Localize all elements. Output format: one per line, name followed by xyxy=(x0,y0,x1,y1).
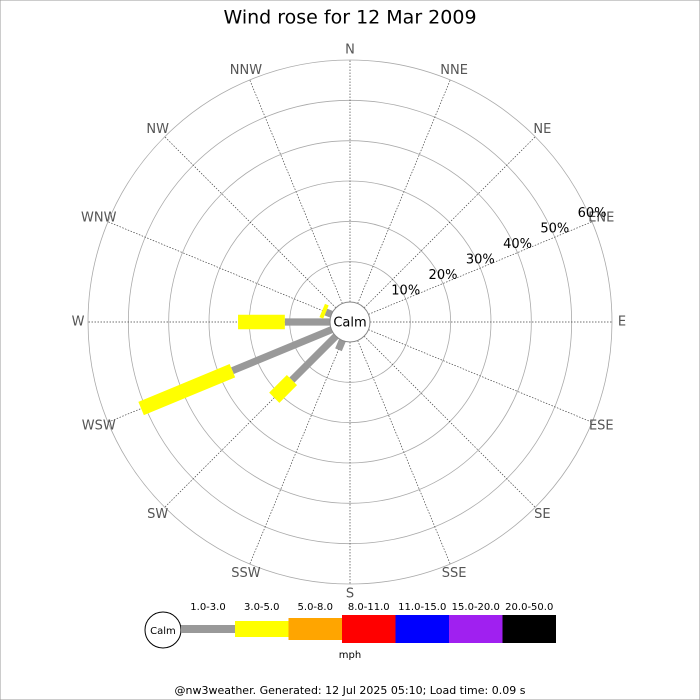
calm-circle xyxy=(329,301,371,343)
direction-label: ENE xyxy=(588,210,614,225)
spoke xyxy=(357,79,451,304)
legend-label: 1.0-3.0 xyxy=(190,602,225,613)
legend-label: 3.0-5.0 xyxy=(244,602,279,613)
legend-swatch xyxy=(342,615,396,643)
legend-label: 5.0-8.0 xyxy=(298,602,333,613)
spoke xyxy=(249,79,343,304)
legend-swatch xyxy=(395,615,449,643)
legend-label: 8.0-11.0 xyxy=(348,602,390,613)
bar-segment xyxy=(335,339,346,352)
r-tick-label: 60% xyxy=(578,206,607,221)
direction-label: SSE xyxy=(442,566,467,581)
bar-segment xyxy=(319,303,329,319)
bar-segment xyxy=(138,364,236,416)
direction-label: NE xyxy=(533,122,551,137)
direction-label: S xyxy=(346,587,354,602)
spoke xyxy=(249,340,343,565)
legend-swatch xyxy=(449,615,503,643)
direction-label: NW xyxy=(146,122,169,137)
direction-label: N xyxy=(345,43,355,58)
spoke xyxy=(363,136,536,309)
r-tick-label: 40% xyxy=(503,237,532,252)
direction-label: WSW xyxy=(82,419,116,434)
legend-calm-label: Calm xyxy=(150,626,176,637)
bar-segment xyxy=(269,374,298,403)
chart-title: Wind rose for 12 Mar 2009 xyxy=(223,7,476,29)
r-tick-label: 50% xyxy=(540,222,569,237)
direction-label: NNE xyxy=(440,63,468,78)
r-tick-label: 10% xyxy=(391,283,420,298)
legend-label: 11.0-15.0 xyxy=(398,602,446,613)
direction-label: NNW xyxy=(230,63,262,78)
bar-segment xyxy=(231,326,333,375)
direction-label: E xyxy=(618,315,626,330)
direction-label: SE xyxy=(534,507,550,522)
r-tick-label: 20% xyxy=(429,268,458,283)
r-tick-label: 30% xyxy=(466,253,495,268)
direction-label: SW xyxy=(147,507,168,522)
spoke xyxy=(363,335,536,508)
direction-label: SSW xyxy=(231,566,261,581)
ring xyxy=(87,59,613,585)
ring xyxy=(168,140,532,504)
footer: @nw3weather. Generated: 12 Jul 2025 05:1… xyxy=(175,684,526,697)
spoke xyxy=(368,221,593,315)
legend-label: 15.0-20.0 xyxy=(452,602,500,613)
legend-swatch xyxy=(288,618,342,640)
direction-label: ESE xyxy=(589,419,614,434)
spoke xyxy=(368,329,593,423)
direction-label: W xyxy=(72,315,85,330)
bar-segment xyxy=(324,308,333,318)
legend-swatch xyxy=(235,621,289,637)
legend-swatch xyxy=(181,625,235,633)
spoke xyxy=(164,136,337,309)
calm-label: Calm xyxy=(333,316,366,331)
legend-unit: mph xyxy=(339,650,361,661)
direction-label: WNW xyxy=(81,210,117,225)
spoke xyxy=(107,221,332,315)
legend-label: 20.0-50.0 xyxy=(505,602,553,613)
spoke xyxy=(357,340,451,565)
legend-swatch xyxy=(502,615,556,643)
bar-segment xyxy=(289,333,339,383)
